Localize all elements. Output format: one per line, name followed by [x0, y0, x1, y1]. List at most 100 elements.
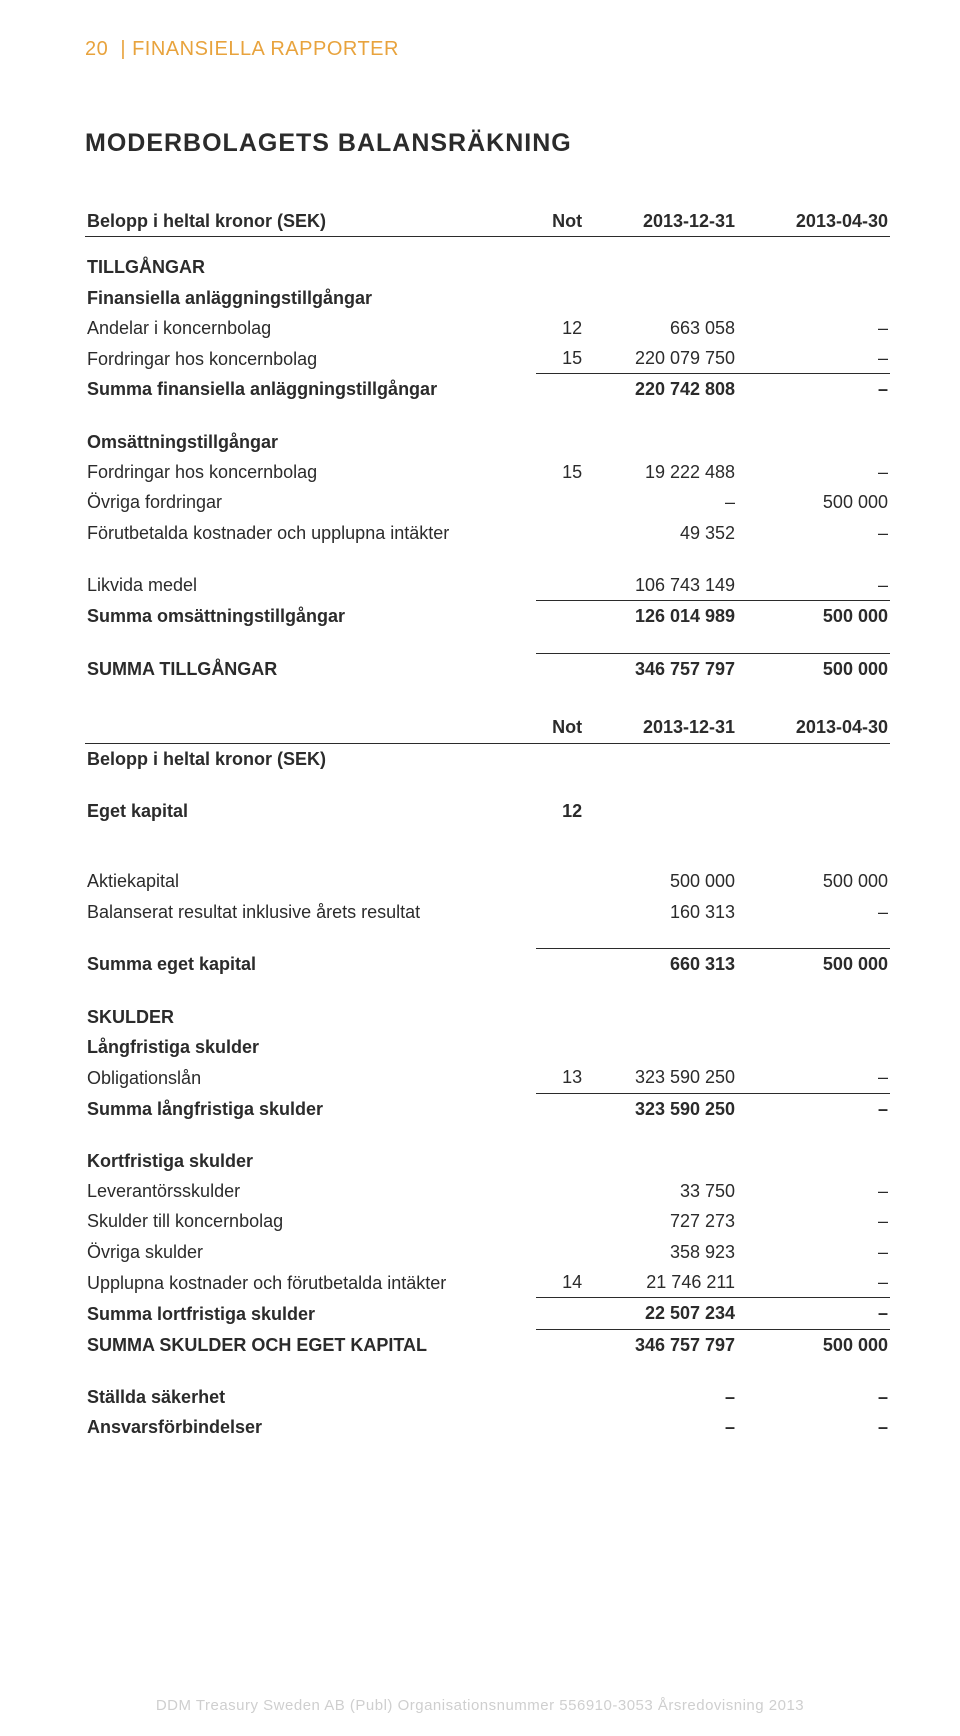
table-row: Kortfristiga skulder	[85, 1146, 890, 1176]
row-value-c1: –	[584, 1412, 737, 1442]
col-period-2: 2013-04-30	[737, 206, 890, 237]
row-label: SKULDER	[85, 1002, 536, 1032]
row-value-c2: –	[737, 457, 890, 487]
row-value-c1: 323 590 250	[584, 1062, 737, 1093]
table-row: SKULDER	[85, 1002, 890, 1032]
row-note	[536, 866, 584, 896]
row-value-c2: –	[737, 374, 890, 405]
row-label: Långfristiga skulder	[85, 1032, 536, 1062]
row-value-c1: 106 743 149	[584, 570, 737, 601]
row-label: Belopp i heltal kronor (SEK)	[85, 743, 536, 774]
row-note	[536, 1206, 584, 1236]
row-value-c2: 500 000	[737, 1329, 890, 1360]
table-row: Övriga fordringar–500 000	[85, 487, 890, 517]
row-note: 15	[536, 343, 584, 374]
table-row: Förutbetalda kostnader och upplupna intä…	[85, 518, 890, 548]
row-value-c2: –	[737, 1412, 890, 1442]
spacer-row	[85, 1124, 890, 1146]
row-label: Summa lortfristiga skulder	[85, 1298, 536, 1329]
row-value-c1: 346 757 797	[584, 1329, 737, 1360]
section-name: FINANSIELLA RAPPORTER	[132, 38, 399, 60]
row-label: Summa finansiella anläggningstillgångar	[85, 374, 536, 405]
table-row: Omsättningstillgångar	[85, 427, 890, 457]
row-label: TILLGÅNGAR	[85, 237, 536, 283]
row-note: 12	[536, 796, 584, 826]
table-header-row: Not 2013-12-31 2013-04-30	[85, 712, 890, 743]
spacer-row	[85, 405, 890, 427]
row-value-c1: 22 507 234	[584, 1298, 737, 1329]
table-row: Andelar i koncernbolag12663 058–	[85, 313, 890, 343]
row-value-c1: –	[584, 487, 737, 517]
row-note	[536, 374, 584, 405]
col-period-1: 2013-12-31	[584, 206, 737, 237]
table-row: Skulder till koncernbolag727 273–	[85, 1206, 890, 1236]
table-row: SUMMA TILLGÅNGAR346 757 797500 000	[85, 654, 890, 685]
row-value-c1: 160 313	[584, 897, 737, 927]
row-note	[536, 1146, 584, 1176]
row-value-c2	[737, 237, 890, 283]
row-value-c2: –	[737, 1267, 890, 1298]
row-label: Kortfristiga skulder	[85, 1146, 536, 1176]
col-rowhead: Belopp i heltal kronor (SEK)	[85, 206, 536, 237]
row-value-c2: 500 000	[737, 949, 890, 980]
row-note	[536, 1093, 584, 1124]
row-label: Upplupna kostnader och förutbetalda intä…	[85, 1267, 536, 1298]
table-row: Balanserat resultat inklusive årets resu…	[85, 897, 890, 927]
row-value-c2	[737, 427, 890, 457]
row-label: Andelar i koncernbolag	[85, 313, 536, 343]
row-value-c1: 323 590 250	[584, 1093, 737, 1124]
row-note	[536, 427, 584, 457]
row-label: Leverantörsskulder	[85, 1176, 536, 1206]
row-label: Övriga fordringar	[85, 487, 536, 517]
row-label: Fordringar hos koncernbolag	[85, 457, 536, 487]
table-row: Summa lortfristiga skulder22 507 234–	[85, 1298, 890, 1329]
row-label: Eget kapital	[85, 796, 536, 826]
row-value-c1: 126 014 989	[584, 601, 737, 632]
row-note: 15	[536, 457, 584, 487]
row-value-c1	[584, 796, 737, 826]
row-label: Finansiella anläggningstillgångar	[85, 283, 536, 313]
spacer-row	[85, 1360, 890, 1382]
row-label: Övriga skulder	[85, 1237, 536, 1267]
row-value-c1	[584, 1032, 737, 1062]
row-value-c2: –	[737, 1237, 890, 1267]
row-label: Balanserat resultat inklusive årets resu…	[85, 897, 536, 927]
row-value-c1: –	[584, 1382, 737, 1412]
row-value-c1	[584, 283, 737, 313]
row-note: 13	[536, 1062, 584, 1093]
row-value-c2: –	[737, 1176, 890, 1206]
table-row: SUMMA SKULDER OCH EGET KAPITAL346 757 79…	[85, 1329, 890, 1360]
row-value-c1: 346 757 797	[584, 654, 737, 685]
table-row: Fordringar hos koncernbolag15220 079 750…	[85, 343, 890, 374]
row-value-c2	[737, 1146, 890, 1176]
row-note	[536, 1176, 584, 1206]
row-value-c2: –	[737, 343, 890, 374]
row-label: Summa omsättningstillgångar	[85, 601, 536, 632]
table-row: Långfristiga skulder	[85, 1032, 890, 1062]
spacer-row	[85, 826, 890, 866]
row-value-c1: 220 742 808	[584, 374, 737, 405]
table-row: Eget kapital12	[85, 796, 890, 826]
table-row: Ställda säkerhet––	[85, 1382, 890, 1412]
row-note	[536, 570, 584, 601]
balance-sheet-bottom: Not 2013-12-31 2013-04-30 Belopp i helta…	[85, 712, 890, 1442]
row-note	[536, 1329, 584, 1360]
col-rowhead-2	[85, 712, 536, 743]
row-note	[536, 601, 584, 632]
row-note	[536, 949, 584, 980]
page-title: MODERBOLAGETS BALANSRÄKNING	[85, 129, 890, 158]
row-value-c2: –	[737, 897, 890, 927]
row-value-c1	[584, 237, 737, 283]
table-row: Fordringar hos koncernbolag1519 222 488–	[85, 457, 890, 487]
row-label: Omsättningstillgångar	[85, 427, 536, 457]
row-value-c2: –	[737, 1062, 890, 1093]
spacer-row	[85, 632, 890, 654]
table-row: Övriga skulder358 923–	[85, 1237, 890, 1267]
row-value-c2: –	[737, 1206, 890, 1236]
page: 20 | FINANSIELLA RAPPORTER MODERBOLAGETS…	[0, 0, 960, 1736]
col-period-2b: 2013-04-30	[737, 712, 890, 743]
table-row: Finansiella anläggningstillgångar	[85, 283, 890, 313]
row-value-c2	[737, 283, 890, 313]
row-note	[536, 518, 584, 548]
col-note-2: Not	[536, 712, 584, 743]
